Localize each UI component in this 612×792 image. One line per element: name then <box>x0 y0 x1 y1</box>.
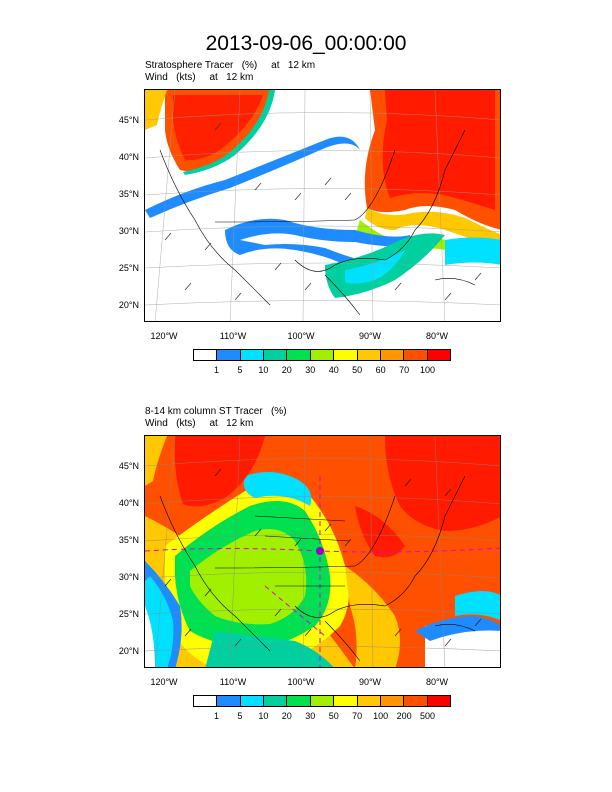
colorbar-swatch <box>310 350 335 360</box>
panel1-lon-label: 100°W <box>287 331 315 341</box>
colorbar-label: 1 <box>213 711 219 721</box>
panel1-lat-label: 20°N <box>118 300 139 310</box>
panel1-lat-label: 30°N <box>118 226 139 236</box>
colorbar-swatch <box>264 350 288 360</box>
colorbar-label: 50 <box>352 365 363 375</box>
colorbar-label: 5 <box>237 365 243 375</box>
panel1-lat-label: 40°N <box>118 152 139 162</box>
panel1-lat-label: 25°N <box>118 263 139 273</box>
panel2-field-label: 8-14 km column ST Tracer (%) <box>145 406 287 417</box>
panel2-lat-label: 35°N <box>118 535 139 545</box>
colorbar-swatch <box>357 696 381 706</box>
colorbar-swatch <box>427 696 450 706</box>
colorbar-label: 500 <box>420 711 436 721</box>
colorbar-label: 100 <box>373 711 389 721</box>
panel1-colorbar <box>193 349 451 361</box>
colorbar-swatch <box>357 350 381 360</box>
colorbar-swatch <box>380 350 405 360</box>
colorbar-swatch <box>194 350 218 360</box>
colorbar-swatch <box>194 696 218 706</box>
panel2-lat-label: 45°N <box>118 461 139 471</box>
panel2-lon-label: 120°W <box>150 677 178 687</box>
colorbar-swatch <box>287 350 311 360</box>
panel2-lat-label: 25°N <box>118 609 139 619</box>
panel1-lon-label: 120°W <box>150 331 178 341</box>
colorbar-label: 1 <box>213 365 219 375</box>
plot-title: 2013-09-06_00:00:00 <box>205 32 407 55</box>
colorbar-swatch <box>427 350 450 360</box>
colorbar-label: 200 <box>396 711 412 721</box>
colorbar-swatch <box>334 350 358 360</box>
panel2-lat-label: 40°N <box>118 498 139 508</box>
colorbar-swatch <box>380 696 405 706</box>
panel2-lat-label: 30°N <box>118 572 139 582</box>
colorbar-label: 50 <box>328 711 339 721</box>
colorbar-swatch <box>264 696 288 706</box>
panel1-lon-label: 90°W <box>358 331 382 341</box>
panel2-colorbar <box>193 695 451 707</box>
colorbar-label: 60 <box>375 365 386 375</box>
colorbar-swatch <box>310 696 335 706</box>
panel1-map <box>144 89 501 322</box>
panel2-lon-label: 100°W <box>287 677 315 687</box>
colorbar-label: 10 <box>258 711 269 721</box>
panel2-map <box>144 435 501 668</box>
panel2-wind-label: Wind (kts) at 12 km <box>145 418 254 429</box>
panel1-lon-label: 80°W <box>425 331 449 341</box>
colorbar-label: 100 <box>420 365 436 375</box>
colorbar-label: 70 <box>352 711 363 721</box>
colorbar-label: 20 <box>281 365 292 375</box>
colorbar-swatch <box>334 696 358 706</box>
colorbar-label: 30 <box>305 365 316 375</box>
colorbar-label: 40 <box>328 365 339 375</box>
colorbar-label: 70 <box>399 365 410 375</box>
panel2-lon-label: 110°W <box>219 677 247 687</box>
panel1-lat-label: 35°N <box>118 189 139 199</box>
colorbar-swatch <box>240 350 265 360</box>
colorbar-swatch <box>287 696 311 706</box>
panel1-wind-label: Wind (kts) at 12 km <box>145 72 254 83</box>
colorbar-swatch <box>217 350 241 360</box>
colorbar-swatch <box>404 350 428 360</box>
colorbar-label: 30 <box>305 711 316 721</box>
panel2-lon-label: 80°W <box>425 677 449 687</box>
panel1-field-label: Stratosphere Tracer (%) at 12 km <box>145 60 316 71</box>
panel1-lat-label: 45°N <box>118 115 139 125</box>
colorbar-label: 10 <box>258 365 269 375</box>
colorbar-label: 20 <box>281 711 292 721</box>
colorbar-swatch <box>217 696 241 706</box>
panel1-lon-label: 110°W <box>219 331 247 341</box>
panel2-lon-label: 90°W <box>358 677 382 687</box>
panel2-lat-label: 20°N <box>118 646 139 656</box>
colorbar-swatch <box>404 696 428 706</box>
colorbar-label: 5 <box>237 711 243 721</box>
colorbar-swatch <box>240 696 265 706</box>
